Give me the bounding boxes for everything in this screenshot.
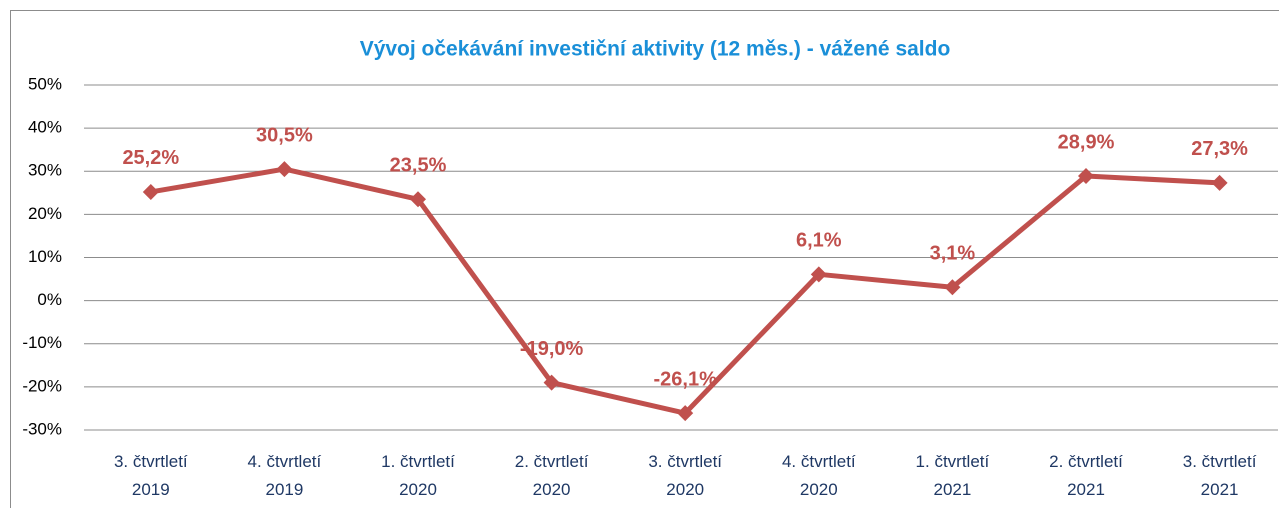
marker [810,266,827,283]
chart-title: Vývoj očekávání investiční aktivity (12 … [360,38,951,61]
marker [410,191,426,208]
x-tick-label-line: 2021 [1067,480,1105,499]
y-tick-label: 30% [28,161,62,180]
data-label: 28,9% [1058,131,1115,153]
data-label: 27,3% [1191,138,1248,160]
y-tick-label: 50% [28,74,62,93]
marker [142,183,159,200]
x-tick-label-line: 3. čtvrtletí [648,452,722,471]
x-tick-label-line: 4. čtvrtletí [782,452,856,471]
x-tick-label-line: 2021 [933,480,971,499]
x-tick-label-line: 2020 [666,480,704,499]
x-tick-label-line: 2. čtvrtletí [515,452,589,471]
x-tick-label-line: 4. čtvrtletí [248,452,322,471]
x-tick-label-line: 1. čtvrtletí [916,452,990,471]
x-tick-label: 4. čtvrtletí 2019 [248,452,322,499]
data-label: -19,0% [520,338,584,360]
x-tick-label-line: 1. čtvrtletí [381,452,455,471]
y-tick-label: -20% [22,376,62,395]
x-tick-label-line: 2020 [800,480,838,499]
x-tick-label: 1. čtvrtletí 2021 [916,452,990,499]
x-tick-label-line: 3. čtvrtletí [1183,452,1257,471]
x-tick-label: 3. čtvrtletí 2021 [1183,452,1257,499]
y-tick-label: 10% [28,247,62,266]
y-tick-label: 40% [28,118,62,137]
x-tick-label: 3. čtvrtletí 2020 [648,452,722,499]
x-tick-label-line: 2019 [132,480,170,499]
marker [276,161,293,178]
data-label: 30,5% [256,124,313,146]
y-tick-label: 0% [37,290,62,309]
marker [677,405,694,422]
data-label: 25,2% [122,147,179,169]
x-tick-label: 2. čtvrtletí 2021 [1049,452,1123,499]
x-tick-label-line: 2019 [265,480,303,499]
x-tick-label-line: 2021 [1201,480,1239,499]
data-label: 6,1% [796,230,842,252]
x-tick-label-line: 2. čtvrtletí [1049,452,1123,471]
x-tick-label: 1. čtvrtletí 2020 [381,452,455,499]
data-label: -26,1% [654,368,718,390]
marker [1211,174,1228,191]
x-tick-label-line: 2020 [533,480,571,499]
y-tick-label: -10% [22,333,62,352]
data-label: 23,5% [390,155,447,177]
x-tick-label: 4. čtvrtletí 2020 [782,452,856,499]
x-tick-label: 2. čtvrtletí 2020 [515,452,589,499]
marker [1078,167,1094,184]
x-tick-label-line: 2020 [399,480,437,499]
chart-frame [10,10,1279,508]
y-tick-label: 20% [28,204,62,223]
x-tick-label-line: 3. čtvrtletí [114,452,188,471]
y-tick-label: -30% [22,419,62,438]
x-tick-label: 3. čtvrtletí 2019 [114,452,188,499]
data-label: 3,1% [930,243,976,265]
marker [543,374,560,391]
marker [944,279,961,296]
